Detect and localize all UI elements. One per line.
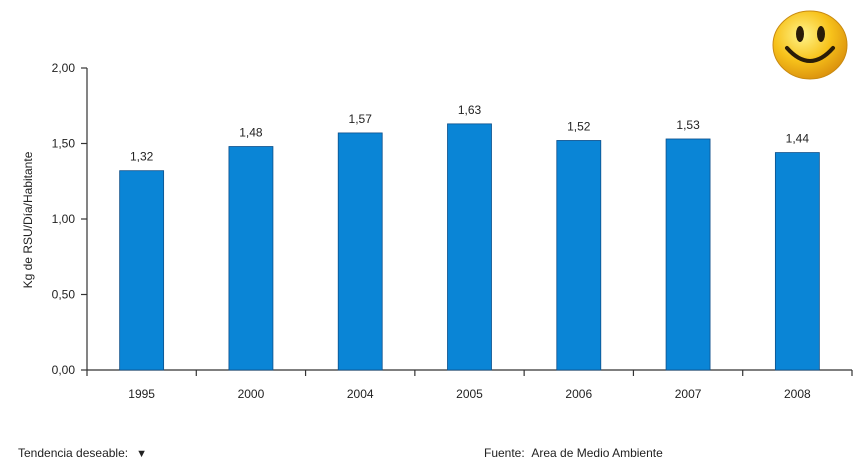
desired-trend-label: Tendencia deseable: <box>18 446 129 460</box>
x-axis-labels: 1995 2000 2004 2005 2006 2007 2008 <box>128 387 811 401</box>
x-tick-label: 2000 <box>238 387 265 401</box>
y-tick-label: 2,00 <box>52 61 76 75</box>
x-tick-label: 2007 <box>675 387 702 401</box>
desired-trend-note: Tendencia deseable: ▼ <box>18 446 147 460</box>
x-tick-label: 2004 <box>347 387 374 401</box>
source-note: Fuente: Area de Medio Ambiente <box>484 446 663 460</box>
x-tick-label: 1995 <box>128 387 155 401</box>
y-tick-label: 0,00 <box>52 363 76 377</box>
bar-value-label: 1,53 <box>676 118 700 132</box>
bar-value-label: 1,32 <box>130 150 154 164</box>
bars <box>119 123 820 371</box>
bar-2008 <box>774 152 820 371</box>
bar-2004 <box>337 132 383 371</box>
y-tick-label: 1,00 <box>52 212 76 226</box>
smiley-face-icon <box>772 10 848 80</box>
bar-value-label: 1,48 <box>239 126 263 140</box>
y-tick-label: 1,50 <box>52 137 76 151</box>
bar-value-label: 1,63 <box>458 103 482 117</box>
source-label: Fuente: <box>484 446 525 460</box>
y-tick-label: 0,50 <box>52 288 76 302</box>
y-axis-title: Kg de RSU/Día/Habitante <box>21 151 35 288</box>
down-triangle-icon: ▼ <box>136 448 147 460</box>
bar-2000 <box>228 146 274 371</box>
x-tick-label: 2006 <box>565 387 592 401</box>
bar-2006 <box>556 140 602 371</box>
y-axis: 0,00 0,50 1,00 1,50 2,00 <box>52 61 853 377</box>
x-tick-label: 2008 <box>784 387 811 401</box>
source-value: Area de Medio Ambiente <box>531 446 663 460</box>
bar-1995 <box>119 170 165 371</box>
data-labels: 1,32 1,48 1,57 1,63 1,52 1,53 1,44 <box>130 103 809 164</box>
bar-value-label: 1,44 <box>786 132 810 146</box>
x-tick-label: 2005 <box>456 387 483 401</box>
bar-value-label: 1,57 <box>349 112 373 126</box>
bar-2007 <box>665 138 711 371</box>
bar-value-label: 1,52 <box>567 119 591 133</box>
bar-2005 <box>447 123 492 371</box>
